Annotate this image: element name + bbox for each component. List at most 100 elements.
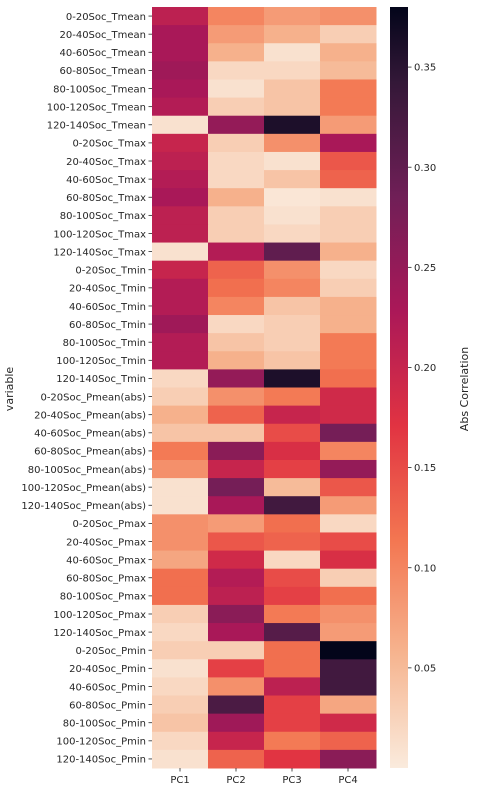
heatmap-cell	[152, 749, 209, 769]
heatmap-cell	[208, 749, 265, 769]
heatmap-cell	[208, 351, 265, 370]
heatmap-cell	[320, 79, 377, 99]
row-label: 20-40Soc_Pmean(abs)	[34, 410, 146, 421]
column-label: PC3	[282, 775, 301, 786]
heatmap-cell	[320, 61, 377, 80]
colorbar-tick-label: 0.25	[414, 263, 436, 274]
row-label: 60-80Soc_Tmin	[69, 320, 146, 331]
heatmap-cell	[264, 713, 321, 733]
heatmap-cell	[320, 206, 377, 225]
heatmap-cell	[320, 333, 377, 352]
colorbar-label: Abs Correlation	[458, 347, 471, 431]
heatmap-cell	[320, 351, 377, 370]
heatmap-cell	[264, 641, 321, 660]
heatmap-cell	[152, 25, 209, 44]
heatmap-cell	[264, 278, 321, 298]
heatmap-cell	[264, 405, 321, 425]
row-label: 100-120Soc_Tmin	[56, 356, 146, 367]
heatmap-cell	[320, 749, 377, 769]
row-label: 120-140Soc_Pmean(abs)	[21, 501, 146, 512]
row-label: 100-120Soc_Pmean(abs)	[21, 483, 146, 494]
heatmap-cell	[320, 478, 377, 497]
row-label: 80-100Soc_Pmean(abs)	[28, 465, 146, 476]
heatmap-cell	[320, 25, 377, 44]
heatmap-cell	[152, 115, 209, 135]
heatmap-cell	[208, 170, 265, 189]
heatmap-cell	[152, 478, 209, 497]
heatmap-cell	[152, 387, 209, 407]
heatmap-cell	[264, 550, 321, 570]
heatmap-cell	[152, 459, 209, 479]
heatmap-cell	[152, 260, 209, 280]
row-label: 120-140Soc_Pmin	[56, 755, 146, 766]
heatmap-cell	[264, 206, 321, 225]
heatmap-cell	[208, 677, 265, 697]
heatmap-cell	[320, 242, 377, 262]
heatmap-cell	[264, 333, 321, 352]
row-label: 20-40Soc_Tmin	[69, 284, 146, 295]
heatmap-cell	[264, 677, 321, 697]
heatmap-cell	[208, 623, 265, 642]
heatmap-cell	[264, 695, 321, 715]
heatmap-cell	[152, 532, 209, 552]
heatmap-cell	[320, 296, 377, 316]
heatmap-cell	[320, 278, 377, 298]
row-label: 0-20Soc_Pmin	[75, 646, 146, 657]
heatmap-cell	[264, 133, 321, 153]
row-label: 0-20Soc_Pmean(abs)	[40, 392, 146, 403]
row-label: 60-80Soc_Pmin	[69, 700, 146, 711]
heatmap-cell	[208, 315, 265, 334]
row-label: 20-40Soc_Pmin	[69, 664, 146, 675]
heatmap-cell	[320, 423, 377, 443]
heatmap-cell	[264, 387, 321, 407]
row-label: 80-100Soc_Pmin	[63, 719, 146, 730]
row-label: 20-40Soc_Tmax	[66, 157, 146, 168]
heatmap-cell	[264, 623, 321, 642]
colorbar-tick-label: 0.30	[414, 163, 436, 174]
heatmap-cell	[208, 61, 265, 80]
colorbar-tick-label: 0.10	[414, 563, 436, 574]
heatmap-cell	[152, 242, 209, 262]
heatmap-cell	[208, 568, 265, 588]
y-axis-label: variable	[3, 367, 16, 412]
row-label: 40-60Soc_Pmax	[66, 555, 146, 566]
heatmap-cell	[320, 677, 377, 697]
heatmap-cell	[152, 43, 209, 62]
heatmap-cell	[264, 532, 321, 552]
heatmap-cell	[208, 43, 265, 62]
row-label: 60-80Soc_Pmax	[66, 574, 146, 585]
column-label: PC2	[226, 775, 245, 786]
row-label: 100-120Soc_Pmax	[53, 610, 146, 621]
heatmap-cell	[208, 695, 265, 715]
heatmap-cell	[208, 387, 265, 407]
heatmap-cell	[264, 188, 321, 207]
heatmap-cell	[152, 79, 209, 99]
heatmap-cell	[208, 188, 265, 207]
heatmap-cell	[152, 351, 209, 370]
row-tick-labels: 0-20Soc_Tmean 20-40Soc_Tmean 40-60Soc_Tmea…	[21, 12, 152, 766]
heatmap-cell	[320, 315, 377, 334]
heatmap-cell	[208, 7, 265, 26]
heatmap-cell	[264, 496, 321, 515]
heatmap-cell	[208, 441, 265, 461]
heatmap-cell	[152, 333, 209, 352]
heatmap-cell	[320, 532, 377, 552]
heatmap-cell	[264, 568, 321, 588]
colorbar-tick-label: 0.05	[414, 663, 436, 674]
heatmap-cell	[320, 459, 377, 479]
heatmap-cell	[152, 623, 209, 642]
heatmap-cell	[208, 296, 265, 316]
heatmap-cell	[208, 423, 265, 443]
heatmap-cell	[208, 604, 265, 624]
colorbar: 0.05 0.10 0.15 0.20 0.25 0.30 0.35	[390, 7, 436, 768]
heatmap-cell	[152, 568, 209, 588]
heatmap-cell	[264, 97, 321, 117]
row-label: 80-100Soc_Tmin	[63, 338, 146, 349]
heatmap-cell	[264, 296, 321, 316]
heatmap-cell	[320, 151, 377, 171]
row-label: 0-20Soc_Pmax	[73, 519, 147, 530]
heatmap-cell	[320, 188, 377, 207]
heatmap-cell	[208, 206, 265, 225]
heatmap-cell	[264, 170, 321, 189]
